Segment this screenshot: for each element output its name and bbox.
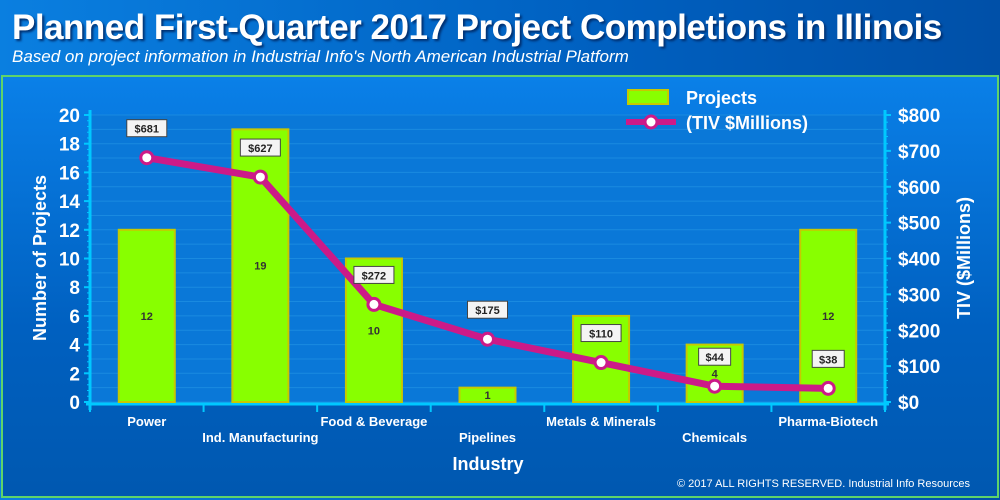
y2-tick-label: $200 <box>898 321 940 342</box>
tiv-label-box <box>467 300 508 319</box>
tiv-point <box>252 169 268 185</box>
x-tick-label: Power <box>127 414 166 429</box>
y2-tick-label: $600 <box>898 178 940 199</box>
bar-data-label: 1 <box>484 390 490 402</box>
tiv-label-box <box>126 119 168 138</box>
y2-tick-label: $700 <box>898 142 940 163</box>
y-axis-title: Number of Projects <box>30 175 50 341</box>
y-tick-label: 12 <box>59 221 80 242</box>
tiv-data-label: $44 <box>705 352 724 364</box>
tiv-point <box>820 380 836 396</box>
x-tick-label: Chemicals <box>682 430 747 445</box>
x-axis-title: Industry <box>452 454 523 474</box>
y-tick-label: 18 <box>59 135 80 156</box>
tiv-label-box <box>353 265 395 284</box>
y-tick-label: 0 <box>69 393 80 414</box>
y2-tick-label: $0 <box>898 393 919 414</box>
tiv-point <box>366 296 382 312</box>
tiv-point <box>139 150 155 166</box>
y-tick-label: 8 <box>69 278 80 299</box>
y2-tick-label: $800 <box>898 106 940 127</box>
bar-data-label: 12 <box>822 311 834 323</box>
bar-data-label: 10 <box>368 325 380 337</box>
legend-line-marker <box>643 114 659 130</box>
tiv-data-label: $272 <box>362 270 386 282</box>
chart-subtitle: Based on project information in Industri… <box>12 47 629 66</box>
y2-tick-label: $300 <box>898 285 940 306</box>
bar-data-label: 12 <box>141 311 153 323</box>
y-tick-label: 20 <box>59 106 80 127</box>
bar-data-label: 19 <box>254 261 266 273</box>
legend-bar-swatch <box>627 89 669 105</box>
y-tick-label: 10 <box>59 250 80 271</box>
tiv-data-label: $627 <box>248 143 272 155</box>
x-tick-label: Ind. Manufacturing <box>202 430 318 445</box>
chart-title: Planned First-Quarter 2017 Project Compl… <box>12 8 942 47</box>
tiv-data-label: $681 <box>135 124 159 136</box>
x-tick-label: Pipelines <box>459 430 516 445</box>
y-tick-label: 4 <box>69 336 80 357</box>
bar <box>117 228 176 403</box>
bar-data-label: 4 <box>712 368 719 380</box>
tiv-point <box>593 355 609 371</box>
tiv-data-label: $38 <box>819 354 837 366</box>
legend-label-projects: Projects <box>686 88 757 108</box>
y2-tick-label: $100 <box>898 357 940 378</box>
tiv-point <box>707 378 723 394</box>
x-tick-label: Metals & Minerals <box>546 414 656 429</box>
y-tick-label: 6 <box>69 307 80 328</box>
bar <box>458 386 517 403</box>
tiv-label-box <box>239 138 281 157</box>
tiv-data-label: $110 <box>589 329 613 341</box>
tiv-label-box <box>580 324 622 343</box>
y-tick-label: 2 <box>69 364 80 385</box>
y2-tick-label: $400 <box>898 250 940 271</box>
y2-tick-label: $500 <box>898 214 940 235</box>
copyright: © 2017 ALL RIGHTS RESERVED. Industrial I… <box>676 478 970 490</box>
tiv-label-box <box>698 347 732 366</box>
x-tick-label: Pharma-Biotech <box>778 414 878 429</box>
y-tick-label: 14 <box>59 192 81 213</box>
tiv-label-box <box>811 349 845 368</box>
y-tick-label: 16 <box>59 163 80 184</box>
y2-axis-title: TIV ($Millions) <box>954 197 974 319</box>
tiv-data-label: $175 <box>475 305 499 317</box>
legend-label-tiv: (TIV $Millions) <box>686 113 808 133</box>
tiv-point <box>480 331 495 347</box>
bar <box>799 228 858 403</box>
x-tick-label: Food & Beverage <box>320 414 427 429</box>
